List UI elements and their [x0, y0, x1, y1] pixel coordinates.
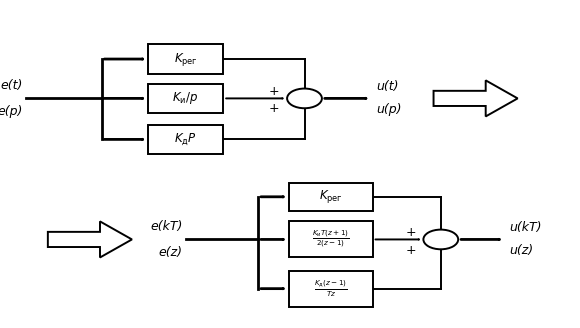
- Text: +: +: [405, 226, 416, 239]
- Polygon shape: [48, 221, 132, 257]
- FancyBboxPatch shape: [148, 44, 223, 74]
- Text: $\frac{K_{\text{и}}T(z+1)}{2(z-1)}$: $\frac{K_{\text{и}}T(z+1)}{2(z-1)}$: [311, 229, 350, 250]
- Circle shape: [423, 230, 458, 249]
- Text: +: +: [269, 85, 280, 98]
- Text: +: +: [405, 244, 416, 257]
- Circle shape: [287, 89, 322, 108]
- FancyBboxPatch shape: [148, 125, 223, 154]
- Text: $K_{\text{рег}}$: $K_{\text{рег}}$: [173, 51, 198, 68]
- Text: e(z): e(z): [159, 246, 183, 259]
- Polygon shape: [433, 80, 517, 116]
- Text: $K_{\text{и}}/p$: $K_{\text{и}}/p$: [172, 91, 199, 106]
- Text: e(kT): e(kT): [150, 220, 183, 233]
- FancyBboxPatch shape: [148, 84, 223, 113]
- Text: u(kT): u(kT): [509, 221, 542, 235]
- FancyBboxPatch shape: [288, 271, 372, 307]
- Text: e(t): e(t): [1, 79, 23, 92]
- Text: e(p): e(p): [0, 105, 23, 118]
- FancyBboxPatch shape: [288, 221, 372, 257]
- Text: +: +: [269, 102, 280, 115]
- Text: $K_{\text{д}}P$: $K_{\text{д}}P$: [174, 132, 197, 147]
- Text: u(z): u(z): [509, 244, 534, 257]
- Text: u(p): u(p): [376, 103, 401, 116]
- Text: $K_{\text{рег}}$: $K_{\text{рег}}$: [318, 188, 343, 205]
- FancyBboxPatch shape: [288, 183, 372, 211]
- Text: $\frac{K_{\text{д}}(z-1)}{Tz}$: $\frac{K_{\text{д}}(z-1)}{Tz}$: [314, 278, 347, 299]
- Text: u(t): u(t): [376, 80, 398, 93]
